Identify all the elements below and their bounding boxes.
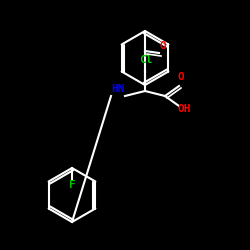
Text: HN: HN	[111, 84, 124, 94]
Text: O: O	[160, 41, 167, 51]
Text: F: F	[69, 180, 76, 190]
Text: O: O	[177, 72, 184, 82]
Text: Cl: Cl	[139, 55, 152, 65]
Text: OH: OH	[178, 104, 192, 114]
